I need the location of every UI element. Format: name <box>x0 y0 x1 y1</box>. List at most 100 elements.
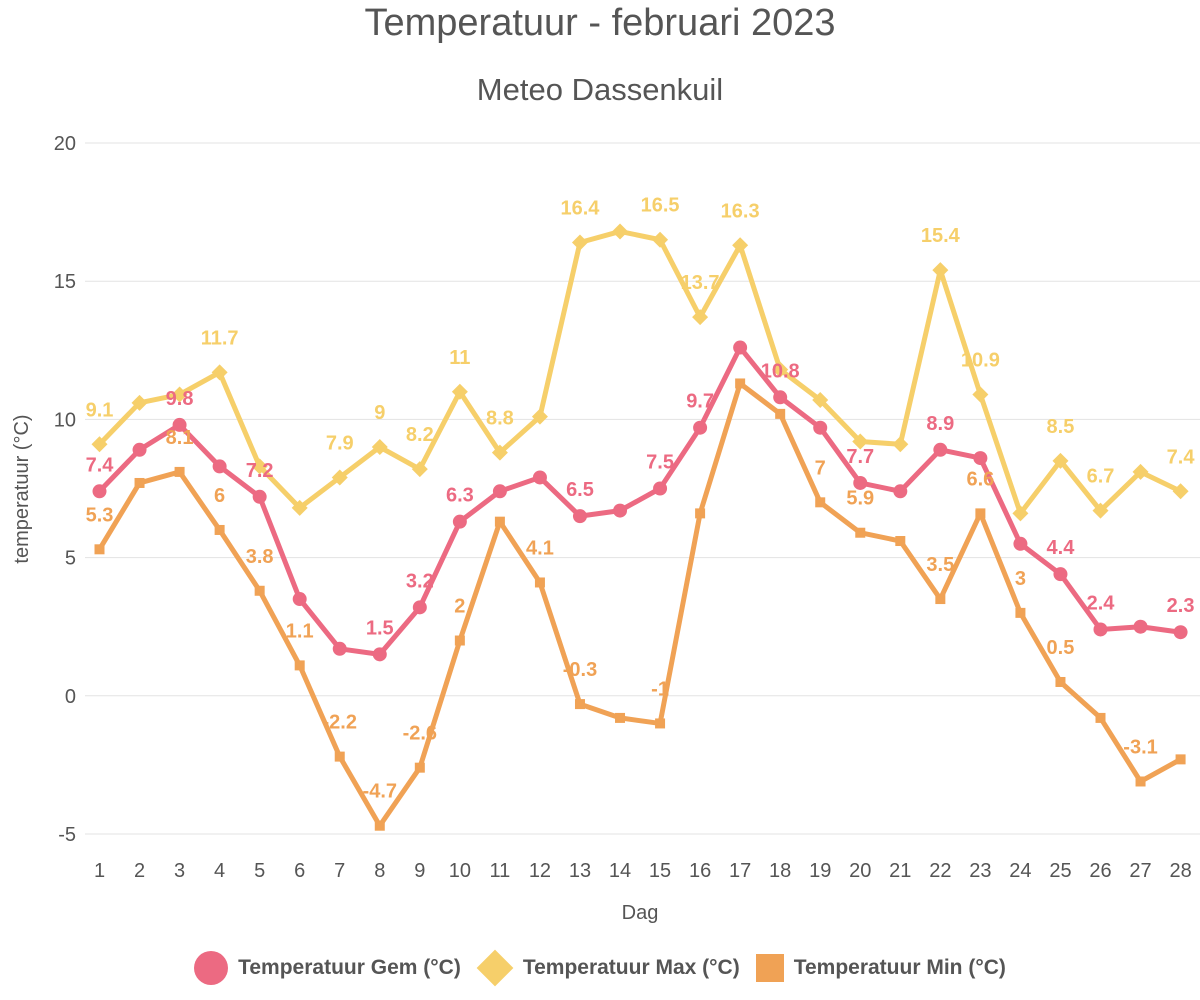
x-tick-label: 26 <box>1089 860 1111 882</box>
data-point[interactable] <box>695 508 706 519</box>
data-point[interactable] <box>613 503 628 518</box>
data-point[interactable] <box>1052 452 1069 469</box>
data-label: 6.5 <box>566 479 594 501</box>
data-label: 6 <box>214 485 225 507</box>
data-point[interactable] <box>172 417 187 432</box>
data-point[interactable] <box>574 699 585 710</box>
data-point[interactable] <box>735 378 746 389</box>
data-point[interactable] <box>653 481 668 496</box>
data-point[interactable] <box>294 660 305 671</box>
data-label: 7.2 <box>246 460 274 482</box>
data-point[interactable] <box>452 514 467 529</box>
data-point[interactable] <box>211 364 228 381</box>
data-point[interactable] <box>652 231 669 248</box>
data-point[interactable] <box>1053 567 1068 582</box>
data-label: 3.5 <box>926 554 954 576</box>
data-point[interactable] <box>371 439 388 456</box>
data-point[interactable] <box>1055 676 1066 687</box>
data-point[interactable] <box>895 536 906 547</box>
data-point[interactable] <box>412 600 427 615</box>
data-point[interactable] <box>531 408 548 425</box>
data-point[interactable] <box>334 751 345 762</box>
data-point[interactable] <box>933 442 948 457</box>
data-point[interactable] <box>852 433 869 450</box>
data-point[interactable] <box>932 262 949 279</box>
data-point[interactable] <box>372 647 387 662</box>
legend-item-max[interactable]: Temperatuur Max (°C) <box>476 949 740 987</box>
data-point[interactable] <box>812 392 829 409</box>
data-point[interactable] <box>332 641 347 656</box>
x-tick-label: 7 <box>334 860 345 882</box>
data-point[interactable] <box>454 635 465 646</box>
y-tick-label: 20 <box>54 133 76 155</box>
data-point[interactable] <box>693 420 708 435</box>
data-point[interactable] <box>1175 754 1186 765</box>
data-point[interactable] <box>451 383 468 400</box>
data-point[interactable] <box>132 442 147 457</box>
data-point[interactable] <box>692 309 709 326</box>
data-point[interactable] <box>252 489 267 504</box>
data-point[interactable] <box>1135 776 1146 787</box>
data-point[interactable] <box>1095 712 1106 723</box>
data-point[interactable] <box>214 524 225 535</box>
data-point[interactable] <box>772 361 789 378</box>
legend-item-min[interactable]: Temperatuur Min (°C) <box>755 954 1006 982</box>
x-tick-label: 23 <box>969 860 991 882</box>
data-point[interactable] <box>134 477 145 488</box>
data-point[interactable] <box>571 234 588 251</box>
data-point[interactable] <box>91 436 108 453</box>
data-point[interactable] <box>655 718 666 729</box>
data-point[interactable] <box>1015 607 1026 618</box>
data-point[interactable] <box>572 509 587 524</box>
x-tick-label: 13 <box>569 860 591 882</box>
data-point[interactable] <box>1173 625 1188 640</box>
data-label: 7.7 <box>846 446 874 468</box>
data-point[interactable] <box>492 484 507 499</box>
data-point[interactable] <box>1133 619 1148 634</box>
data-point[interactable] <box>491 444 508 461</box>
data-point[interactable] <box>732 237 749 254</box>
x-tick-label: 27 <box>1129 860 1151 882</box>
data-point[interactable] <box>131 394 148 411</box>
data-point[interactable] <box>171 386 188 403</box>
data-point[interactable] <box>174 466 185 477</box>
data-point[interactable] <box>532 470 547 485</box>
data-point[interactable] <box>94 544 105 555</box>
data-point[interactable] <box>411 461 428 478</box>
data-point[interactable] <box>534 577 545 588</box>
data-point[interactable] <box>892 436 909 453</box>
data-point[interactable] <box>775 408 786 419</box>
data-point[interactable] <box>935 594 946 605</box>
data-point[interactable] <box>212 459 227 474</box>
data-point[interactable] <box>972 386 989 403</box>
series-line <box>97 345 1181 657</box>
legend-item-gem[interactable]: Temperatuur Gem (°C) <box>194 951 461 985</box>
data-point[interactable] <box>494 516 505 527</box>
data-point[interactable] <box>1132 463 1149 480</box>
data-point[interactable] <box>815 497 826 508</box>
data-point[interactable] <box>773 390 788 405</box>
data-point[interactable] <box>1092 502 1109 519</box>
data-point[interactable] <box>813 420 828 435</box>
data-point[interactable] <box>331 469 348 486</box>
data-point[interactable] <box>1012 505 1029 522</box>
data-point[interactable] <box>92 484 107 499</box>
data-point[interactable] <box>973 451 988 466</box>
data-point[interactable] <box>893 484 908 499</box>
data-point[interactable] <box>374 820 385 831</box>
data-point[interactable] <box>975 508 986 519</box>
data-point[interactable] <box>853 475 868 490</box>
data-point[interactable] <box>733 340 748 355</box>
data-point[interactable] <box>291 499 308 516</box>
data-point[interactable] <box>414 762 425 773</box>
data-point[interactable] <box>251 458 268 475</box>
data-point[interactable] <box>1013 536 1028 551</box>
data-label: 7.9 <box>326 432 354 454</box>
data-point[interactable] <box>615 712 626 723</box>
data-point[interactable] <box>855 527 866 538</box>
data-point[interactable] <box>612 223 629 240</box>
data-point[interactable] <box>254 585 265 596</box>
data-point[interactable] <box>1172 483 1189 500</box>
data-point[interactable] <box>292 592 307 607</box>
data-point[interactable] <box>1093 622 1108 637</box>
